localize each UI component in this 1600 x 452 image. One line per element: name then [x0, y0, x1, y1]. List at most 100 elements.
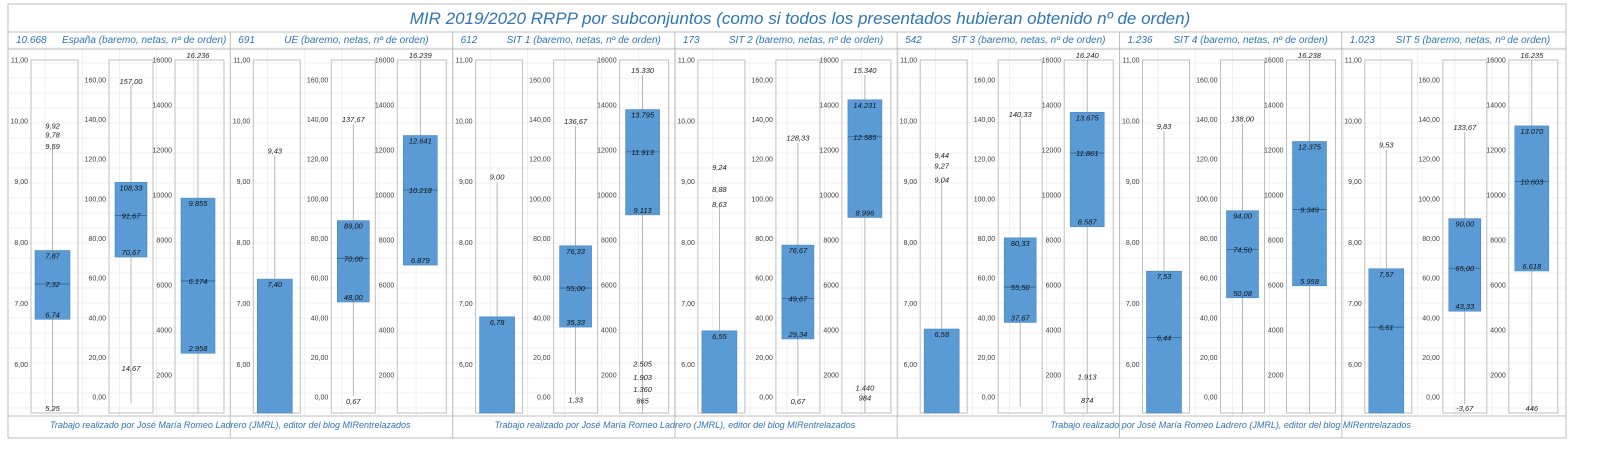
orden-tick-label: 16000: [597, 58, 617, 65]
netas-tick-label: 120,00: [307, 157, 329, 164]
orden-q1-label: 6.618: [1522, 262, 1542, 271]
baremo-tick-label: 8,00: [14, 240, 28, 247]
orden-q3-label: 9.855: [189, 199, 209, 208]
baremo-tick-label: 10,00: [10, 118, 28, 125]
baremo-box: [701, 330, 738, 414]
orden-plot-frame: [1508, 59, 1559, 414]
orden-tick-label: 16000: [1486, 58, 1506, 65]
netas-tick-label: 160,00: [1196, 77, 1218, 84]
footer-credit: Trabajo realizado por José María Romeo L…: [495, 420, 856, 430]
baremo-tick-label: 6,00: [459, 362, 473, 369]
orden-tick-label: 2000: [1268, 372, 1284, 379]
orden-q1-label: 2.958: [188, 344, 209, 353]
netas-tick-label: 40,00: [978, 315, 996, 322]
netas-tick-label: 160,00: [307, 77, 329, 84]
baremo-extra-label: 9,24: [712, 163, 727, 172]
orden-tick-label: 8000: [156, 237, 172, 244]
orden-tick-label: 10000: [1264, 192, 1284, 199]
netas-tick-label: 80,00: [755, 236, 773, 243]
netas-tick-label: 140,00: [85, 117, 107, 124]
orden-max-label: 16.238: [1298, 51, 1322, 60]
orden-tick-label: 6000: [1268, 282, 1284, 289]
netas-q3-label: 80,33: [1011, 239, 1031, 248]
orden-max-label: 16.240: [1076, 51, 1100, 60]
orden-extra-label: 1.360: [633, 385, 653, 394]
netas-tick-label: 40,00: [1200, 315, 1218, 322]
netas-plot-frame: [1442, 59, 1488, 414]
orden-q3-label: 12.375: [1298, 143, 1322, 152]
baremo-tick-label: 7,00: [237, 301, 251, 308]
orden-box: [1292, 141, 1327, 287]
netas-tick-label: 80,00: [533, 236, 551, 243]
netas-tick-label: 160,00: [1418, 77, 1440, 84]
netas-tick-label: 0,00: [1204, 395, 1218, 402]
panel-count: 173: [683, 35, 700, 46]
orden-box: [402, 135, 438, 266]
panel-header: SIT 5 (baremo, netas, nº de orden): [1396, 35, 1550, 46]
netas-tick-label: 100,00: [529, 196, 551, 203]
netas-tick-label: 60,00: [533, 276, 551, 283]
baremo-median-label: 6,44: [1157, 334, 1172, 343]
netas-max-label: 140,33: [1009, 110, 1033, 119]
netas-box: [559, 245, 592, 328]
baremo-tick-label: 8,00: [681, 240, 695, 247]
netas-tick-label: 160,00: [529, 77, 551, 84]
netas-tick-label: 60,00: [88, 276, 106, 283]
baremo-tick-label: 7,00: [1126, 301, 1140, 308]
netas-tick-label: 140,00: [974, 117, 996, 124]
orden-plot-frame: [396, 59, 447, 414]
baremo-box: [923, 328, 960, 414]
baremo-q1-label: 6,74: [45, 310, 60, 319]
netas-box: [1003, 237, 1037, 323]
baremo-tick-label: 11,00: [11, 58, 28, 65]
netas-tick-label: 40,00: [311, 315, 329, 322]
baremo-median-label: 6,61: [1379, 323, 1394, 332]
netas-tick-label: 40,00: [1422, 315, 1440, 322]
netas-min-label: -3,67: [1456, 404, 1474, 413]
baremo-max-label: 9,83: [1157, 122, 1172, 131]
baremo-max-label: 9,43: [267, 147, 282, 156]
netas-tick-label: 20,00: [1200, 355, 1218, 362]
baremo-q3-label: 7,40: [267, 280, 282, 289]
orden-plot-frame: [1286, 59, 1336, 414]
netas-q3-label: 76,33: [566, 247, 586, 256]
netas-q1-label: 35,33: [566, 318, 586, 327]
panel-count: 1.023: [1350, 35, 1375, 46]
orden-extra-label: 1.440: [856, 383, 876, 392]
netas-plot-frame: [997, 59, 1043, 414]
baremo-tick-label: 9,00: [681, 179, 695, 186]
netas-min-label: 1,33: [568, 395, 583, 404]
baremo-extra-label: 9,78: [45, 130, 60, 139]
netas-tick-label: 20,00: [978, 355, 996, 362]
orden-tick-label: 4000: [1490, 327, 1506, 334]
outer-border: [7, 3, 1567, 439]
orden-median-label: 11.861: [1076, 149, 1098, 158]
baremo-tick-label: 11,00: [456, 58, 473, 65]
baremo-box: [1146, 270, 1182, 414]
netas-q1-label: 48,00: [344, 293, 364, 302]
orden-plot-frame: [1063, 59, 1114, 414]
orden-median-label: 9.349: [1300, 206, 1320, 215]
panel-header: UE (baremo, netas, nº de orden): [284, 35, 428, 46]
netas-tick-label: 0,00: [1426, 395, 1440, 402]
panel-count: 691: [238, 35, 255, 46]
baremo-extra-label: 8,88: [712, 185, 727, 194]
orden-tick-label: 2000: [379, 372, 395, 379]
netas-tick-label: 80,00: [1422, 236, 1440, 243]
orden-tick-label: 12000: [375, 147, 395, 154]
orden-tick-label: 12000: [153, 147, 173, 154]
orden-tick-label: 4000: [1268, 327, 1284, 334]
netas-median-label: 49,67: [789, 295, 809, 304]
orden-extra-label: 2.505: [632, 359, 653, 368]
netas-plot-frame: [108, 59, 154, 414]
orden-median-label: 10.603: [1520, 177, 1544, 186]
baremo-tick-label: 6,00: [1126, 362, 1140, 369]
netas-tick-label: 120,00: [85, 157, 107, 164]
orden-tick-label: 6000: [379, 282, 395, 289]
netas-tick-label: 60,00: [978, 276, 996, 283]
netas-median-label: 55,50: [1011, 283, 1031, 292]
netas-plot-frame: [775, 59, 821, 414]
netas-plot-frame: [330, 59, 376, 414]
netas-tick-label: 100,00: [85, 196, 107, 203]
